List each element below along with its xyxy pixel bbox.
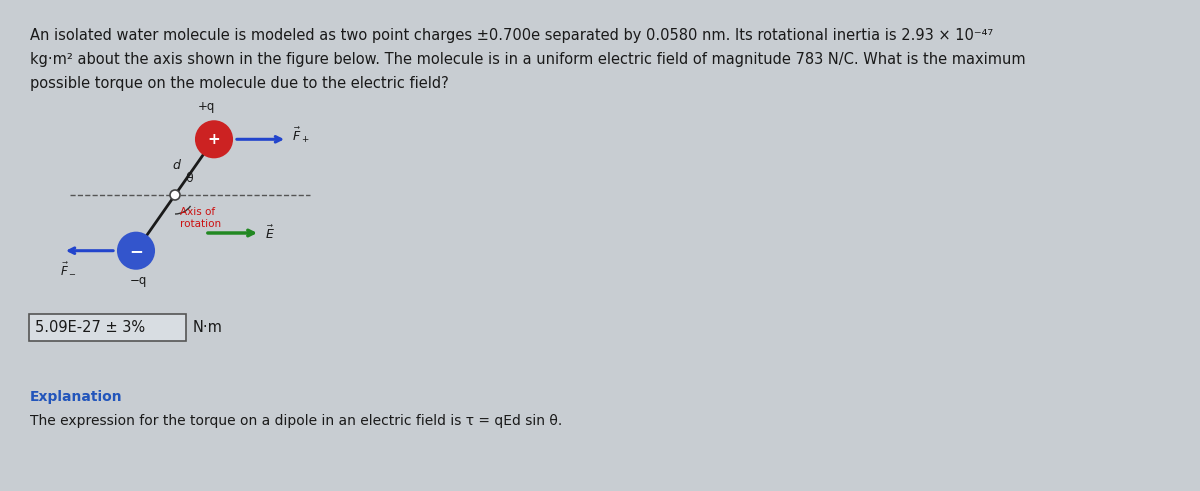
Text: An isolated water molecule is modeled as two point charges ±0.700e separated by : An isolated water molecule is modeled as… <box>30 28 994 43</box>
Text: −q: −q <box>130 273 146 287</box>
Text: $\vec{F}_+$: $\vec{F}_+$ <box>292 126 310 145</box>
Text: 5.09E-27 ± 3%: 5.09E-27 ± 3% <box>35 320 145 335</box>
Text: The expression for the torque on a dipole in an electric field is τ = qEd sin θ.: The expression for the torque on a dipol… <box>30 414 563 428</box>
Text: $\vec{E}$: $\vec{E}$ <box>265 224 275 242</box>
Text: possible torque on the molecule due to the electric field?: possible torque on the molecule due to t… <box>30 76 449 91</box>
Text: −: − <box>130 242 143 260</box>
Text: N·m: N·m <box>193 320 223 335</box>
Text: d: d <box>173 159 180 172</box>
Text: +: + <box>208 132 221 147</box>
Text: $\vec{F}_-$: $\vec{F}_-$ <box>60 261 77 275</box>
Circle shape <box>170 190 180 200</box>
Text: +q: +q <box>197 100 215 113</box>
Text: kg·m² about the axis shown in the figure below. The molecule is in a uniform ele: kg·m² about the axis shown in the figure… <box>30 52 1026 67</box>
Circle shape <box>196 121 232 157</box>
FancyBboxPatch shape <box>29 314 186 341</box>
Text: Explanation: Explanation <box>30 390 122 404</box>
Text: θ: θ <box>185 172 193 186</box>
Circle shape <box>118 233 154 269</box>
Text: Axis of
rotation: Axis of rotation <box>180 207 221 229</box>
